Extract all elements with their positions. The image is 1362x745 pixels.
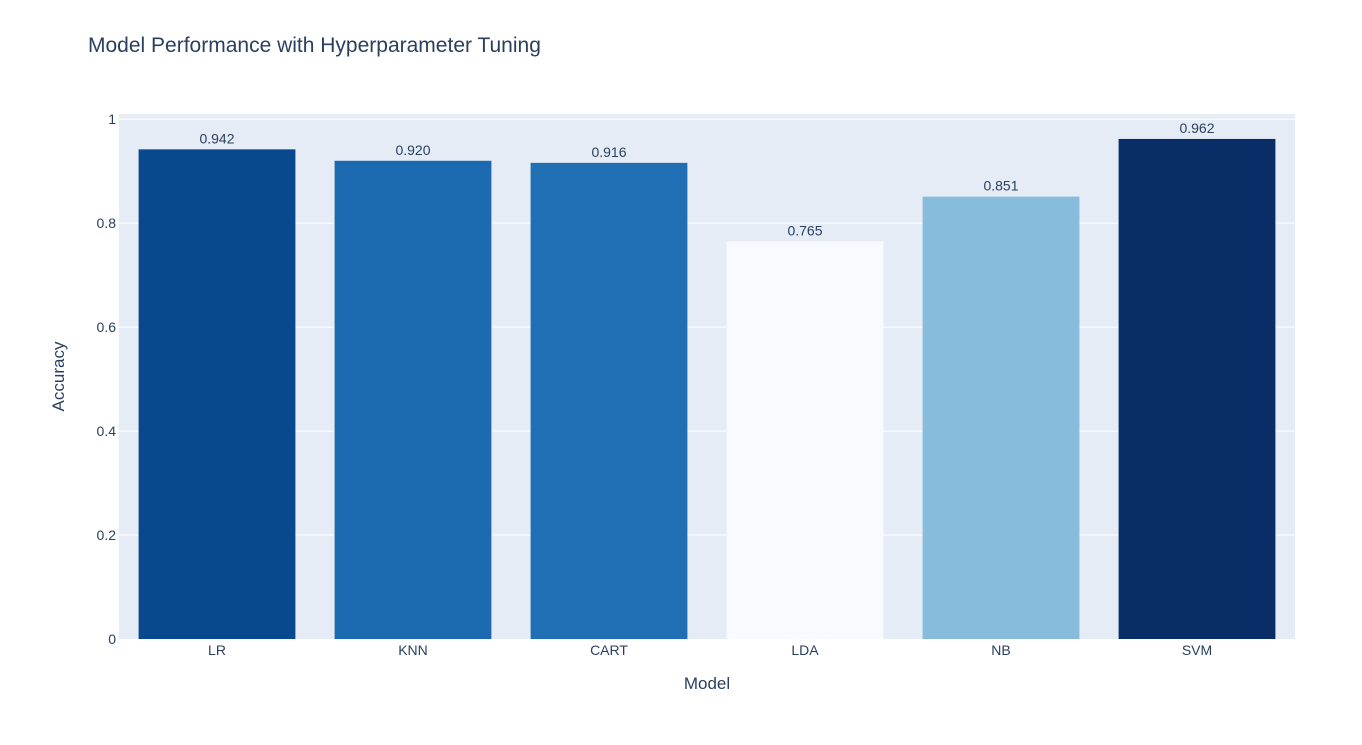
bar-value-label: 0.916 — [591, 144, 626, 160]
bar — [922, 196, 1080, 640]
bar-value-labels: 0.942 0.920 0.916 0.765 0.851 0.962 — [199, 120, 1214, 238]
chart-title: Model Performance with Hyperparameter Tu… — [88, 34, 541, 57]
y-tick-label: 0.4 — [97, 423, 117, 439]
x-tick-labels: LR KNN CART LDA NB SVM — [208, 642, 1212, 658]
bar — [1118, 138, 1276, 639]
y-tick-label: 0.8 — [97, 215, 117, 231]
plot-area — [119, 114, 1295, 639]
bar-value-label: 0.942 — [199, 130, 234, 146]
x-tick-label: LR — [208, 642, 226, 658]
x-tick-label: CART — [590, 642, 628, 658]
x-tick-label: LDA — [791, 642, 819, 658]
bar-value-label: 0.920 — [395, 142, 430, 158]
bar — [530, 162, 688, 639]
bar-value-label: 0.962 — [1179, 120, 1214, 136]
y-tick-label: 1 — [108, 111, 116, 127]
bars — [138, 138, 1276, 640]
y-tick-label: 0 — [108, 631, 116, 647]
y-gridlines — [119, 118, 1295, 536]
x-tick-label: KNN — [398, 642, 428, 658]
y-tick-label: 0.6 — [97, 319, 117, 335]
bar — [334, 160, 492, 640]
x-tick-label: NB — [991, 642, 1010, 658]
x-axis-title: Model — [684, 674, 730, 693]
y-axis-title: Accuracy — [49, 341, 68, 411]
bar — [726, 241, 884, 639]
bar-value-label: 0.765 — [787, 222, 822, 238]
y-tick-labels: 0 0.2 0.4 0.6 0.8 1 — [97, 111, 117, 647]
bar-value-label: 0.851 — [983, 178, 1018, 194]
y-tick-label: 0.2 — [97, 527, 117, 543]
x-tick-label: SVM — [1182, 642, 1212, 658]
bar — [138, 149, 296, 639]
